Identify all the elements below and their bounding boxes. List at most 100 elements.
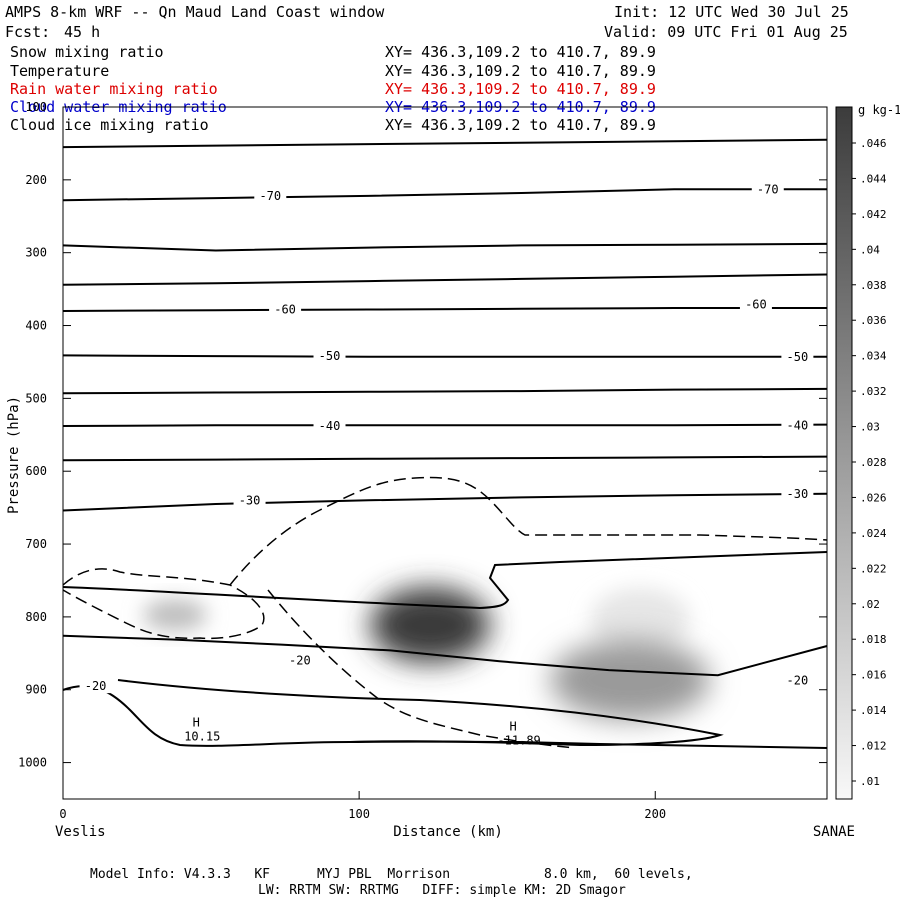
x-tick-label-2: 200 xyxy=(644,807,666,821)
y-tick-label-9: 1000 xyxy=(18,756,47,770)
isotherm-label-11: -20 xyxy=(787,673,809,687)
colorbar-label-5: .02 xyxy=(860,598,880,611)
x-axis-ticks: 0 100 200 xyxy=(59,791,666,821)
isotherm-label-bg-8 xyxy=(233,491,266,508)
isotherm-label-4: -50 xyxy=(319,349,341,363)
colorbar-label-16: .042 xyxy=(860,208,887,221)
x-axis-label: Distance (km) xyxy=(393,824,503,840)
y-axis-ticks: 100 200 300 400 500 600 700 800 900 1000 xyxy=(18,100,827,770)
isotherm-line-2 xyxy=(62,242,828,252)
colorbar-label-3: .016 xyxy=(860,669,887,682)
isotherm-label-7: -40 xyxy=(787,418,809,432)
isotherm-label-0: -70 xyxy=(259,189,281,203)
field-name-temperature: Temperature xyxy=(10,62,110,80)
isotherm-label-bg-4 xyxy=(313,347,346,364)
colorbar-label-7: .024 xyxy=(860,527,887,540)
high-value-0: 10.15 xyxy=(184,730,220,744)
valid-time: Valid: 09 UTC Fri 01 Aug 25 xyxy=(604,23,848,41)
colorbar-label-18: .046 xyxy=(860,137,887,150)
isotherm-label-bg-11 xyxy=(781,671,814,688)
fcst-value: 45 h xyxy=(64,23,101,41)
y-tick-label-1: 200 xyxy=(25,173,47,187)
isotherm-lines xyxy=(62,138,828,677)
high-symbol-0: H xyxy=(193,716,200,730)
colorbar-gradient xyxy=(835,106,853,800)
field-name-rain: Rain water mixing ratio xyxy=(10,80,218,98)
colorbar-label-17: .044 xyxy=(860,172,887,185)
isotherm-label-bg-7 xyxy=(781,416,814,433)
field-xy-temperature: XY= 436.3,109.2 to 410.7, 89.9 xyxy=(385,62,656,80)
colorbar-label-1: .012 xyxy=(860,740,887,753)
y-tick-label-6: 700 xyxy=(25,537,47,551)
colorbar-label-12: .034 xyxy=(860,350,887,363)
field-xy-cloud-ice: XY= 436.3,109.2 to 410.7, 89.9 xyxy=(385,116,656,134)
high-symbol-1: H xyxy=(509,719,516,733)
isotherm-label-bg-0 xyxy=(254,186,287,203)
field-name-snow: Snow mixing ratio xyxy=(10,43,164,61)
isotherm-line-3 xyxy=(62,273,828,286)
isotherm-label-1: -70 xyxy=(757,182,779,196)
isotherm-label-bg-3 xyxy=(739,295,772,312)
colorbar-label-4: .018 xyxy=(860,633,887,646)
x-tick-label-0: 0 xyxy=(59,807,66,821)
isotherm-label-bg-1 xyxy=(751,180,784,197)
isotherm-label-9: -30 xyxy=(787,487,809,501)
colorbar-label-8: .026 xyxy=(860,491,887,504)
x-tick-label-1: 100 xyxy=(348,807,370,821)
colorbar-label-2: .014 xyxy=(860,704,887,717)
mixing-ratio-shading xyxy=(143,587,710,720)
chart-title: AMPS 8-km WRF -- Qn Maud Land Coast wind… xyxy=(5,3,385,21)
isotherm-label-bg-10 xyxy=(283,651,316,668)
field-xy-snow: XY= 436.3,109.2 to 410.7, 89.9 xyxy=(385,43,656,61)
footer-line1: Model Info: V4.3.3 KF MYJ PBL Morrison 8… xyxy=(90,867,693,882)
footer-line2: LW: RRTM SW: RRTMG DIFF: simple KM: 2D S… xyxy=(258,883,626,898)
y-tick-label-8: 900 xyxy=(25,683,47,697)
isotherm-line-10 xyxy=(62,634,828,677)
isotherm-label-10: -20 xyxy=(289,654,311,668)
y-tick-label-7: 800 xyxy=(25,610,47,624)
y-tick-label-2: 300 xyxy=(25,246,47,260)
isotherm-label-3: -60 xyxy=(745,297,767,311)
y-axis-label: Pressure (hPa) xyxy=(6,396,22,514)
shade-max-2 xyxy=(550,640,710,720)
isotherm-line-6 xyxy=(62,387,828,395)
colorbar-label-14: .038 xyxy=(860,279,887,292)
colorbar-label-15: .04 xyxy=(860,243,880,256)
field-name-cloud-ice: Cloud ice mixing ratio xyxy=(10,116,209,134)
isotherm-line-1 xyxy=(62,188,827,202)
isotherm-line-7 xyxy=(62,423,828,427)
colorbar-label-10: .03 xyxy=(860,421,880,434)
shade-max-1 xyxy=(590,588,690,652)
isotherm-label-bg-12 xyxy=(79,677,112,694)
isotherm-labels: -70 -70 -60 -60 -50 -50 -40 -40 -30 -30 -20 -20 -20 xyxy=(79,180,814,694)
isotherm-label-bg-2 xyxy=(269,300,302,317)
colorbar-label-0: .01 xyxy=(860,775,880,788)
y-tick-label-3: 400 xyxy=(25,319,47,333)
right-endpoint: SANAE xyxy=(813,824,855,840)
high-value-1: -11.89 xyxy=(497,733,540,747)
colorbar-label-13: .036 xyxy=(860,314,887,327)
isotherm-line-8 xyxy=(62,455,828,462)
colorbar-title: g kg-1 xyxy=(858,103,900,117)
colorbar-label-11: .032 xyxy=(860,385,887,398)
left-endpoint: Veslis xyxy=(55,824,106,840)
isotherm-line-4 xyxy=(62,307,827,312)
isotherm-label-bg-6 xyxy=(313,417,346,434)
isotherm-label-5: -50 xyxy=(787,350,809,364)
colorbar-label-9: .028 xyxy=(860,456,887,469)
isotherm-line-0 xyxy=(62,138,828,149)
isotherm-label-bg-5 xyxy=(781,347,814,364)
colorbar-label-6: .022 xyxy=(860,562,887,575)
y-tick-label-5: 600 xyxy=(25,464,47,478)
fcst-label: Fcst: xyxy=(5,23,51,41)
y-tick-label-0: 100 xyxy=(25,100,47,114)
isotherm-label-12: -20 xyxy=(85,679,107,693)
shade-max-3 xyxy=(370,587,490,663)
colorbar: g kg-1 .01 .012 .014 .016 .018 .02 .022 .024 .02… xyxy=(835,103,900,800)
y-tick-label-4: 500 xyxy=(25,391,47,405)
shade-max-4 xyxy=(143,599,207,631)
isotherm-label-bg-9 xyxy=(781,484,814,501)
terrain-contours xyxy=(62,551,828,749)
plot-frame xyxy=(62,106,828,800)
